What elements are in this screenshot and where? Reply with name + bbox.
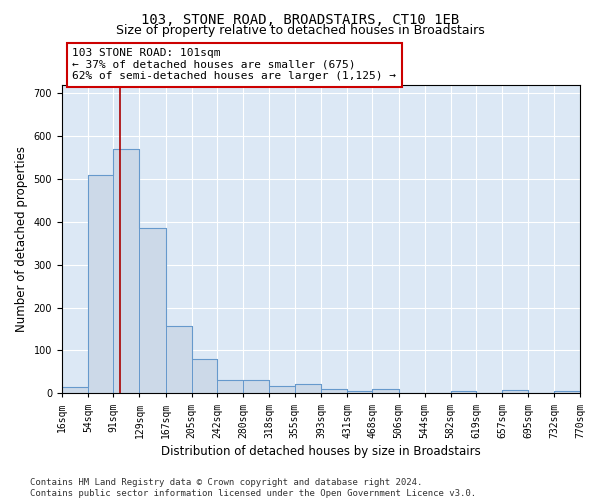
Bar — [166, 326, 191, 394]
Bar — [451, 391, 476, 394]
X-axis label: Distribution of detached houses by size in Broadstairs: Distribution of detached houses by size … — [161, 444, 481, 458]
Bar — [347, 391, 373, 394]
Bar — [373, 389, 398, 394]
Bar — [62, 387, 88, 394]
Text: Contains HM Land Registry data © Crown copyright and database right 2024.
Contai: Contains HM Land Registry data © Crown c… — [30, 478, 476, 498]
Bar — [243, 380, 269, 394]
Text: 103 STONE ROAD: 101sqm
← 37% of detached houses are smaller (675)
62% of semi-de: 103 STONE ROAD: 101sqm ← 37% of detached… — [72, 48, 396, 82]
Bar — [554, 391, 580, 394]
Bar — [217, 380, 243, 394]
Bar — [139, 228, 166, 394]
Y-axis label: Number of detached properties: Number of detached properties — [15, 146, 28, 332]
Bar — [321, 390, 347, 394]
Bar — [295, 384, 321, 394]
Bar — [191, 359, 217, 394]
Bar — [88, 174, 113, 394]
Text: 103, STONE ROAD, BROADSTAIRS, CT10 1EB: 103, STONE ROAD, BROADSTAIRS, CT10 1EB — [141, 12, 459, 26]
Bar — [113, 149, 139, 394]
Text: Size of property relative to detached houses in Broadstairs: Size of property relative to detached ho… — [116, 24, 484, 37]
Bar — [269, 386, 295, 394]
Bar — [502, 390, 529, 394]
